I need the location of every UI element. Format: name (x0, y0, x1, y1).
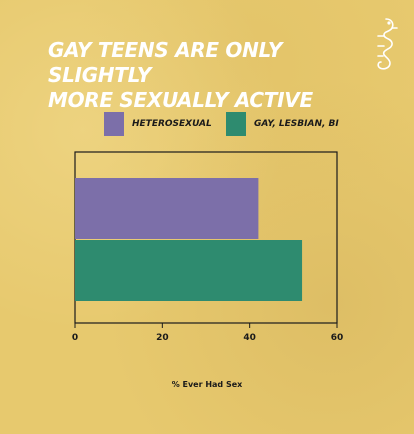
x-axis-title: % Ever Had Sex (171, 380, 243, 389)
x-tick-label-0: 0 (72, 333, 78, 343)
chart-title-line-1: GAY TEENS ARE ONLY SLIGHTLY (48, 38, 283, 87)
seahorse-icon (377, 18, 398, 70)
x-tick-label-60: 60 (331, 333, 344, 343)
x-tick-label-40: 40 (243, 333, 256, 343)
legend-swatch-heterosexual (104, 112, 124, 136)
chart-title: GAY TEENS ARE ONLY SLIGHTLY MORE SEXUALL… (48, 38, 338, 113)
legend-label-gay-lesbian-bi: GAY, LESBIAN, BI (254, 119, 339, 129)
bar-gay-lesbian-bi (75, 240, 303, 301)
bar-heterosexual (75, 178, 259, 239)
x-tick-label-20: 20 (156, 333, 169, 343)
chart-legend: HETEROSEXUAL GAY, LESBIAN, BI (0, 112, 414, 136)
legend-label-heterosexual: HETEROSEXUAL (132, 119, 212, 129)
legend-swatch-gay-lesbian-bi (226, 112, 246, 136)
legend-item-gay-lesbian-bi: GAY, LESBIAN, BI (226, 112, 339, 136)
chart-title-line-2: MORE SEXUALLY ACTIVE (48, 88, 313, 112)
legend-item-heterosexual: HETEROSEXUAL (104, 112, 212, 136)
